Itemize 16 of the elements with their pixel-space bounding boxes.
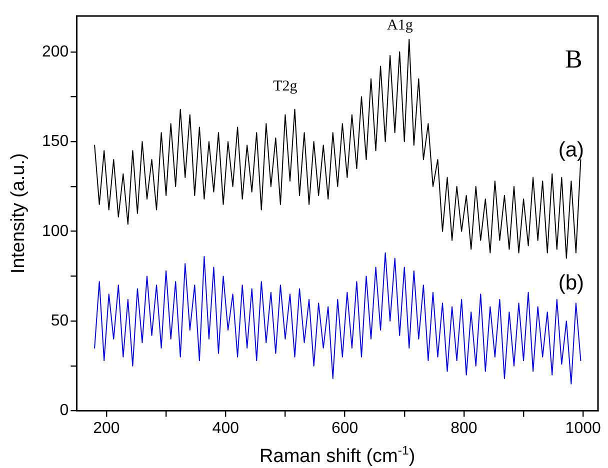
y-tick-label: 100 (42, 222, 69, 240)
x-tick-label: 800 (450, 420, 478, 437)
x-tick-label: 200 (93, 420, 120, 437)
x-tick-label: 400 (212, 420, 240, 437)
y-tick-label: 150 (42, 133, 69, 150)
annotation: A1g (386, 17, 414, 34)
annotation: B (565, 44, 582, 74)
y-tick-label: 0 (60, 402, 69, 420)
annotation: T2g (273, 78, 298, 95)
y-tick-label: 50 (50, 312, 69, 330)
x-tick-label: 1000 (565, 420, 602, 437)
y-tick-label: 200 (42, 43, 69, 60)
x-tick-label: 600 (331, 420, 358, 437)
series-label: (a) (558, 138, 584, 162)
series-label: (b) (558, 271, 584, 294)
y-axis-title: Intensity (a.u.) (8, 153, 29, 274)
